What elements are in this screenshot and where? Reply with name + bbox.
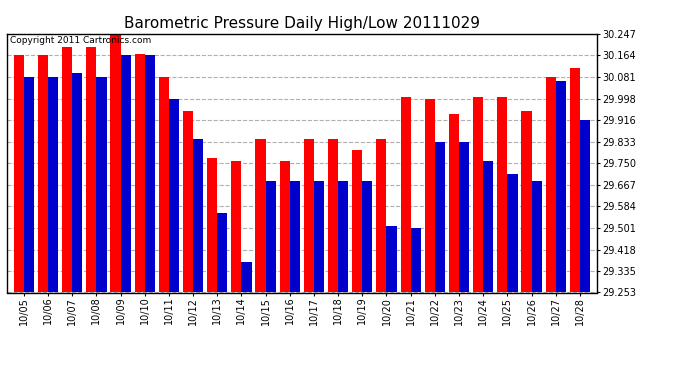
Bar (231, 160, 241, 292)
Bar (24, 77, 34, 292)
Bar (121, 56, 130, 292)
Bar (411, 228, 421, 292)
Bar (386, 226, 397, 292)
Bar (241, 262, 252, 292)
Bar (110, 34, 121, 292)
Bar (507, 174, 518, 292)
Bar (531, 182, 542, 292)
Bar (580, 120, 590, 292)
Bar (86, 46, 97, 292)
Bar (435, 141, 445, 292)
Bar (546, 77, 555, 292)
Bar (193, 139, 204, 292)
Bar (48, 77, 58, 292)
Bar (400, 97, 411, 292)
Bar (255, 139, 266, 292)
Bar (62, 46, 72, 292)
Bar (338, 182, 348, 292)
Text: Copyright 2011 Cartronics.com: Copyright 2011 Cartronics.com (10, 36, 151, 45)
Bar (362, 182, 373, 292)
Bar (352, 150, 362, 292)
Bar (473, 97, 483, 292)
Bar (217, 213, 228, 292)
Bar (97, 77, 106, 292)
Bar (207, 158, 217, 292)
Bar (497, 97, 507, 292)
Title: Barometric Pressure Daily High/Low 20111029: Barometric Pressure Daily High/Low 20111… (124, 16, 480, 31)
Bar (555, 81, 566, 292)
Bar (425, 99, 435, 292)
Bar (14, 56, 24, 292)
Bar (169, 99, 179, 292)
Bar (328, 139, 338, 292)
Bar (290, 182, 300, 292)
Bar (314, 182, 324, 292)
Bar (279, 160, 290, 292)
Bar (449, 114, 459, 292)
Bar (159, 77, 169, 292)
Bar (304, 139, 314, 292)
Bar (145, 56, 155, 292)
Bar (570, 68, 580, 292)
Bar (376, 139, 386, 292)
Bar (72, 72, 82, 292)
Bar (459, 141, 469, 292)
Bar (38, 56, 48, 292)
Bar (135, 54, 145, 292)
Bar (483, 160, 493, 292)
Bar (266, 182, 276, 292)
Bar (522, 111, 531, 292)
Bar (183, 111, 193, 292)
